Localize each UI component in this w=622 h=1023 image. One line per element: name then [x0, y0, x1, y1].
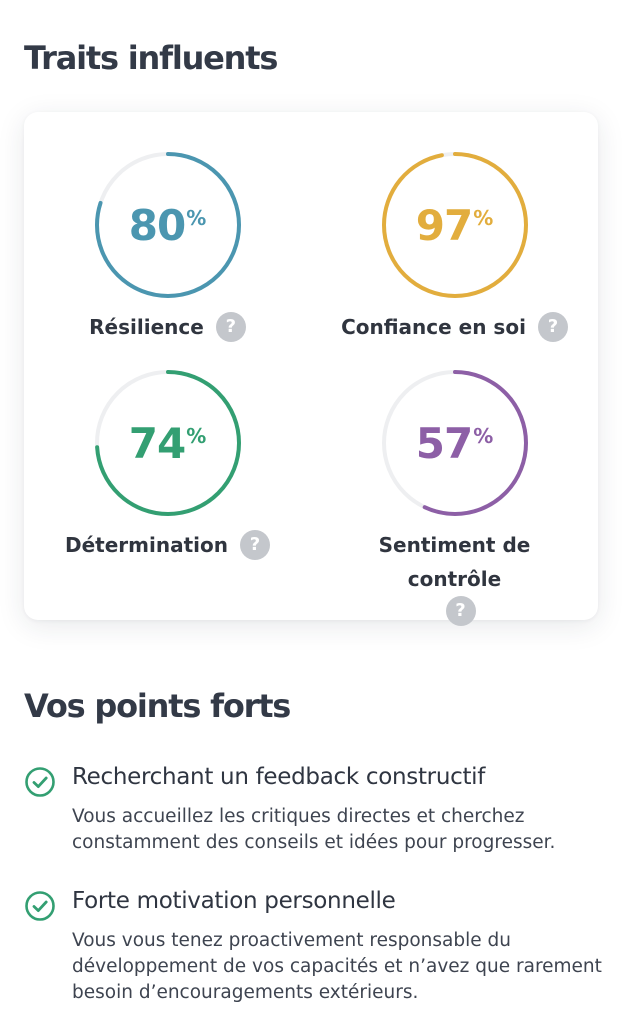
trait-value: 97% [380, 150, 530, 300]
percent-sign: % [473, 206, 494, 230]
traits-card [24, 112, 598, 620]
trait-label: Détermination [65, 533, 228, 557]
ring-arc [381, 370, 528, 516]
trait-label-row: Détermination ? [24, 528, 311, 562]
progress-ring: 80% [93, 150, 243, 300]
trait-determination: 74% Détermination ? [24, 368, 311, 562]
strength-title: Recherchant un feedback constructif [72, 764, 486, 790]
ring-arc [381, 152, 528, 298]
trait-label-row: Résilience ? [24, 310, 311, 344]
check-circle-icon [25, 891, 55, 921]
help-icon[interactable]: ? [239, 530, 270, 560]
strength-description: Vous accueillez les critiques directes e… [72, 806, 556, 853]
check-circle-icon [25, 767, 55, 797]
section-title-traits: Traits influents [24, 39, 278, 77]
trait-label: Sentiment de contrôle [378, 533, 531, 591]
ring-arc [94, 152, 241, 298]
trait-label: Résilience [89, 315, 204, 339]
trait-label-row: Confiance en soi ? [311, 310, 598, 344]
strength-description: Vous vous tenez proactivement responsabl… [72, 930, 602, 1003]
trait-value: 80% [93, 150, 243, 300]
section-title-strengths: Vos points forts [24, 687, 291, 725]
progress-ring-svg [381, 152, 528, 298]
trait-label: Confiance en soi [341, 315, 526, 339]
trait-value-number: 97 [415, 200, 473, 250]
trait-confiance-en-soi: 97% Confiance en soi ? [311, 150, 598, 344]
ring-arc [94, 370, 241, 516]
strength-title: Forte motivation personnelle [72, 888, 396, 914]
progress-ring-svg [94, 370, 241, 516]
help-icon[interactable]: ? [215, 312, 246, 342]
trait-value-number: 80 [128, 200, 186, 250]
percent-sign: % [186, 206, 207, 230]
progress-ring-svg [94, 152, 241, 298]
progress-ring: 74% [93, 368, 243, 518]
progress-ring: 57% [380, 368, 530, 518]
help-icon[interactable]: ? [445, 596, 476, 626]
trait-sentiment-de-controle: 57% Sentiment de contrôle ? [311, 368, 598, 626]
trait-label-row: Sentiment de contrôle ? [365, 528, 545, 626]
trait-value: 57% [380, 368, 530, 518]
trait-value-number: 57 [415, 418, 473, 468]
trait-value-number: 74 [128, 418, 186, 468]
percent-sign: % [186, 424, 207, 448]
help-icon[interactable]: ? [537, 312, 568, 342]
percent-sign: % [473, 424, 494, 448]
progress-ring: 97% [380, 150, 530, 300]
trait-value: 74% [93, 368, 243, 518]
progress-ring-svg [381, 370, 528, 516]
trait-resilience: 80% Résilience ? [24, 150, 311, 344]
